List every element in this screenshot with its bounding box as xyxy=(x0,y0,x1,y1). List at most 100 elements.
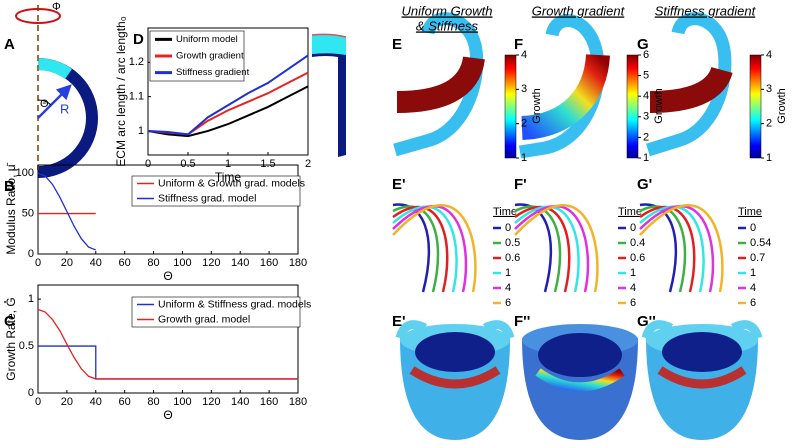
legend-entry: 1 xyxy=(630,267,636,279)
legend-label: Stiffness gradient xyxy=(176,67,250,78)
legend-entry: 0.6 xyxy=(630,252,645,264)
theta-label: Θ xyxy=(40,98,49,110)
x-tick-label: 100 xyxy=(173,396,191,408)
colorbar xyxy=(749,54,762,159)
time-legend-title: Time xyxy=(738,206,762,218)
x-tick-label: 80 xyxy=(147,257,159,269)
phi-label: Φ xyxy=(52,1,61,13)
x-tick-label: 20 xyxy=(61,257,73,269)
column-title: Growth gradient xyxy=(532,3,626,18)
schematic-a xyxy=(15,5,347,178)
x-tick-label: 120 xyxy=(202,396,220,408)
time-legend-title: Time xyxy=(493,206,517,218)
colorbar-tick-label: 4 xyxy=(521,49,527,61)
profile-curve xyxy=(639,204,724,293)
plot-frame xyxy=(37,164,299,255)
colorbar-label: Growth xyxy=(531,88,543,123)
panel-label: G'' xyxy=(637,313,656,330)
x-tick-label: 1.5 xyxy=(260,158,275,170)
profile-curve xyxy=(639,203,678,293)
legend-entry: 0 xyxy=(750,222,756,234)
x-tick-label: 140 xyxy=(231,257,249,269)
x-tick-label: 100 xyxy=(173,257,191,269)
y-axis-label: ECM arc length / arc length₀ xyxy=(114,16,128,166)
profile-curve xyxy=(639,205,705,293)
x-axis-label: Θ xyxy=(163,269,172,283)
profile-curve xyxy=(392,204,477,293)
y-tick-label: 50 xyxy=(22,207,34,219)
x-tick-label: 180 xyxy=(289,396,307,408)
x-axis-label: Time xyxy=(215,170,242,184)
colorbar-tick-label: 3 xyxy=(766,83,772,95)
colorbar xyxy=(626,54,639,159)
shape-f xyxy=(518,14,610,159)
legend-entry: 0 xyxy=(505,222,511,234)
profile-curve xyxy=(639,205,687,293)
data-line xyxy=(37,172,97,251)
shape-g xyxy=(646,12,733,157)
colorbar-tick-label: 1 xyxy=(766,152,772,164)
legend-entry: 0.5 xyxy=(505,237,520,249)
profile-curve xyxy=(514,205,580,293)
x-tick-label: 0 xyxy=(35,257,41,269)
legend-entry: 1 xyxy=(750,267,756,279)
x-tick-label: 2 xyxy=(305,158,311,170)
x-tick-label: 160 xyxy=(260,257,278,269)
panel-label: F' xyxy=(514,176,527,193)
legend-entry: 4 xyxy=(505,282,511,294)
panel-label: E' xyxy=(392,313,406,330)
y-axis-label: Growth Rate, G̊ xyxy=(2,297,18,380)
y-tick-label: 0.5 xyxy=(19,340,34,352)
colorbar-tick-label: 4 xyxy=(766,49,772,61)
y-axis-label: Modulus Ratio, μ̄ xyxy=(4,162,18,254)
colorbar-tick-label: 4 xyxy=(643,90,649,102)
shape-e xyxy=(393,12,485,157)
legend-box xyxy=(131,296,301,328)
colorbar-tick-label: 3 xyxy=(521,83,527,95)
colorbar-tick-label: 6 xyxy=(643,49,649,61)
panel-label: D xyxy=(133,31,144,48)
x-tick-label: 1 xyxy=(225,158,231,170)
profile-curve xyxy=(514,205,571,293)
legend-entry: 6 xyxy=(630,297,636,309)
legend-label: Uniform & Growth grad. models xyxy=(158,177,305,189)
panel-label: E' xyxy=(392,176,406,193)
time-legend-title: Time xyxy=(618,206,642,218)
x-tick-label: 20 xyxy=(61,396,73,408)
panel-label: G xyxy=(637,36,649,53)
profile-curve xyxy=(514,205,562,293)
column-title: & Stiffness xyxy=(416,18,479,33)
x-tick-label: 140 xyxy=(231,396,249,408)
legend-entry: 4 xyxy=(750,282,756,294)
legend-entry: 1 xyxy=(505,267,511,279)
x-tick-label: 60 xyxy=(119,396,131,408)
profile-curve xyxy=(392,204,468,293)
x-tick-label: 180 xyxy=(289,257,307,269)
legend-entry: 0 xyxy=(630,222,636,234)
profile-curve xyxy=(392,205,449,293)
profile-curve xyxy=(514,204,590,293)
panel-label: C xyxy=(4,313,15,330)
x-tick-label: 120 xyxy=(202,257,220,269)
r-label: R xyxy=(60,101,69,116)
legend-entry: 6 xyxy=(750,297,756,309)
y-tick-label: 0 xyxy=(28,248,34,260)
profile-curve xyxy=(514,203,553,293)
legend-label: Growth grad. model xyxy=(158,313,250,325)
legend-label: Uniform model xyxy=(176,34,238,45)
legend-box xyxy=(131,175,301,207)
plot-frame xyxy=(37,284,299,394)
colorbar xyxy=(504,54,517,159)
colorbar-tick-label: 1 xyxy=(521,152,527,164)
legend-entry: 0.6 xyxy=(505,252,520,264)
x-tick-label: 80 xyxy=(147,396,159,408)
panel-label: F xyxy=(514,36,523,53)
legend-entry: 0.4 xyxy=(630,237,645,249)
data-line xyxy=(37,308,298,380)
legend-label: Growth gradient xyxy=(176,51,244,62)
colorbar-label: Growth xyxy=(776,88,788,123)
legend-label: Uniform & Stiffness grad. models xyxy=(158,298,311,310)
x-tick-label: 0 xyxy=(145,158,151,170)
colorbar-tick-label: 2 xyxy=(643,131,649,143)
x-tick-label: 160 xyxy=(260,396,278,408)
